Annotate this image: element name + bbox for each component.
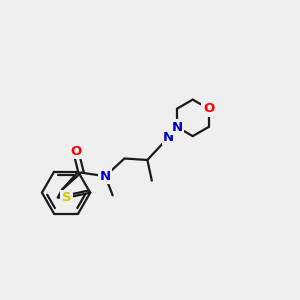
Text: N: N — [163, 130, 174, 143]
Text: N: N — [100, 170, 111, 183]
Text: S: S — [62, 191, 71, 204]
Text: O: O — [70, 145, 82, 158]
Text: O: O — [203, 102, 214, 115]
Text: N: N — [171, 121, 182, 134]
